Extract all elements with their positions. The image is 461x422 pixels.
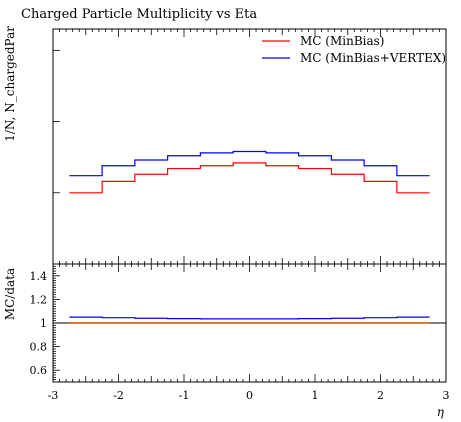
ratio-y-tick-label: 0.8: [30, 341, 48, 354]
main-y-axis-label: 1/N, N_chargedPar: [3, 26, 17, 142]
ratio-y-tick-label: 1.2: [30, 293, 48, 306]
main-series-group: [69, 150, 430, 194]
ratio-series-group: [53, 316, 446, 324]
ratio-y-tick-label: 1.4: [30, 270, 48, 283]
x-tick-label: 3: [443, 389, 450, 402]
x-tick-label: 0: [246, 389, 253, 402]
x-tick-label: -1: [179, 389, 190, 402]
x-tick-label: 2: [377, 389, 384, 402]
series-line-mc-minbias-vertex: [69, 150, 430, 177]
ratio-axis-ticks: 0.6 0.8 1 1.2 1.4 -3 -2 -1 0 1 2 3: [30, 263, 450, 402]
x-tick-label: 1: [312, 389, 319, 402]
ratio-y-tick-label: 0.6: [30, 364, 48, 377]
series-line-mc-minbias: [69, 162, 430, 194]
x-tick-label: -2: [113, 389, 124, 402]
x-axis-label: η: [437, 405, 445, 419]
legend-label-mc-minbias-vertex: MC (MinBias+VERTEX): [300, 51, 446, 65]
ratio-y-tick-label: 1: [40, 317, 47, 330]
chart-title: Charged Particle Multiplicity vs Eta: [21, 7, 257, 22]
ratio-y-axis-label: MC/data: [3, 268, 17, 320]
legend: MC (MinBias) MC (MinBias+VERTEX): [262, 34, 446, 65]
ratio-line-mc-minbias-vertex: [69, 316, 430, 320]
x-tick-label: -3: [48, 389, 59, 402]
legend-label-mc-minbias: MC (MinBias): [300, 34, 384, 48]
